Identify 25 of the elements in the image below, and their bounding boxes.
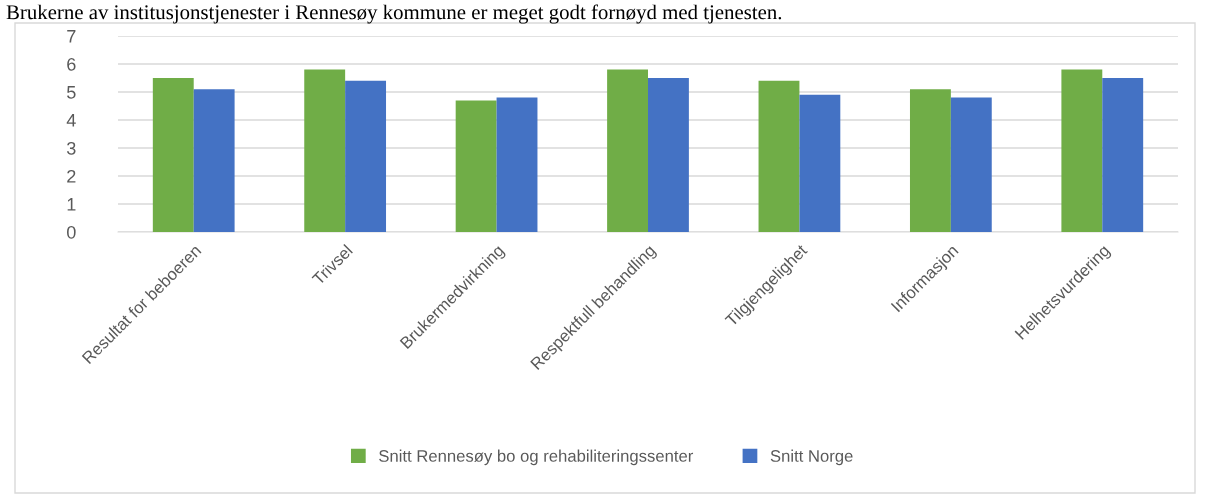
y-tick-label: 6	[67, 57, 76, 71]
bar	[607, 69, 648, 232]
y-tick-label: 2	[67, 169, 76, 183]
legend-label: Snitt Rennesøy bo og rehabiliteringssenter	[379, 449, 694, 466]
bar	[496, 97, 538, 232]
y-tick-label: 5	[67, 86, 76, 99]
bar	[345, 80, 387, 232]
bar	[909, 89, 951, 232]
bar	[799, 94, 841, 232]
chart-title: Brukerne av institusjonstjenester i Rennesøy kommune er meget godt fornøyd med tjenesten.	[6, 4, 782, 24]
y-tick-label: 1	[67, 198, 76, 211]
bar	[193, 89, 235, 232]
y-tick-label: 4	[66, 114, 76, 127]
bar	[1102, 78, 1144, 232]
bar	[152, 78, 194, 232]
bar	[304, 69, 346, 232]
bar	[950, 97, 992, 232]
y-tick-label: 3	[66, 141, 76, 155]
bar	[1061, 69, 1103, 232]
legend-label: Snitt Norge	[770, 449, 853, 466]
bar	[758, 80, 800, 232]
y-tick-label: 7	[67, 30, 76, 43]
bar	[455, 100, 497, 232]
bar	[648, 78, 689, 232]
y-tick-label: 0	[67, 225, 76, 239]
